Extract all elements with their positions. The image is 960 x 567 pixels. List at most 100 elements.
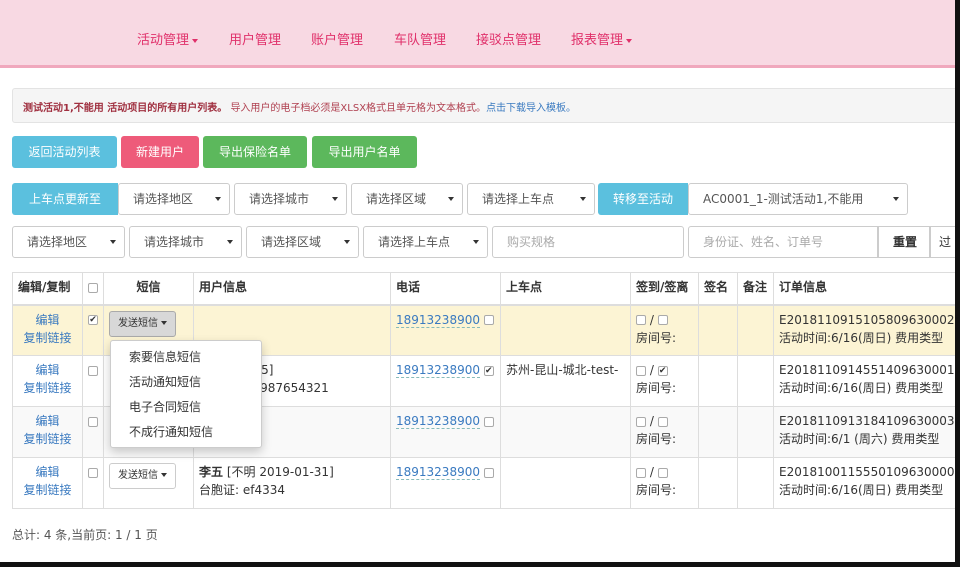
user-name: 李五 xyxy=(199,465,224,479)
sign-out-checkbox[interactable] xyxy=(657,416,668,427)
remark-cell xyxy=(737,304,774,356)
row-checkbox[interactable] xyxy=(88,365,98,376)
update-stop-button[interactable]: 上车点更新至 xyxy=(12,183,118,215)
users-table: 编辑/复制 短信 用户信息 电话 上车点 签到/签离 签名 备注 订单信息 编辑… xyxy=(12,272,955,509)
room-label: 房间号: xyxy=(636,483,677,497)
phone-link[interactable]: 18913238900 xyxy=(396,414,480,429)
nav-stops[interactable]: 接驳点管理 xyxy=(476,33,542,48)
phone-checkbox[interactable] xyxy=(483,315,494,325)
stop-cell: 苏州-昆山-城北-test- xyxy=(500,355,631,407)
phone-checkbox[interactable]: ✔ xyxy=(483,365,494,376)
sms-dropdown-menu: 索要信息短信 活动通知短信 电子合同短信 不成行通知短信 xyxy=(110,340,262,448)
nav-users[interactable]: 用户管理 xyxy=(229,33,282,48)
copy-link[interactable]: 复制链接 xyxy=(23,330,72,345)
signature-cell xyxy=(698,457,738,509)
sign-cell: / 房间号: xyxy=(630,457,699,509)
caret-down-icon xyxy=(227,240,233,244)
filter-area-select[interactable]: 请选择区域 xyxy=(246,226,359,258)
row-checkbox[interactable] xyxy=(88,416,98,427)
col-phone: 电话 xyxy=(390,272,501,306)
col-signature: 签名 xyxy=(698,272,738,306)
spec-input[interactable]: 购买规格 xyxy=(492,226,684,258)
reset-button[interactable]: 重置 xyxy=(878,226,930,258)
filter-more-button[interactable]: 过 xyxy=(930,226,955,258)
order-time: 活动时间:6/1 (周六) 费用类型 xyxy=(779,432,940,446)
area-select[interactable]: 请选择区域 xyxy=(351,183,463,215)
order-cell: E20181109151058096300025 活动时间:6/16(周日) 费用… xyxy=(773,304,955,356)
phone-link[interactable]: 18913238900 xyxy=(396,312,480,328)
col-select-all[interactable] xyxy=(82,272,104,306)
menu-item-contract-sms[interactable]: 电子合同短信 xyxy=(129,400,202,414)
phone-cell: 18913238900 xyxy=(390,406,501,458)
nav-accounts[interactable]: 账户管理 xyxy=(311,33,364,48)
room-label: 房间号: xyxy=(636,330,677,345)
sign-out-checkbox[interactable] xyxy=(657,315,668,325)
sign-in-checkbox[interactable] xyxy=(636,467,646,478)
filter-region-select[interactable]: 请选择地区 xyxy=(12,226,125,258)
menu-item-activity-notice-sms[interactable]: 活动通知短信 xyxy=(129,375,202,389)
edit-link[interactable]: 编辑 xyxy=(35,312,60,327)
select-cell xyxy=(82,355,104,407)
sign-in-checkbox[interactable] xyxy=(636,416,646,427)
sign-in-checkbox[interactable] xyxy=(636,365,646,376)
export-users-button[interactable]: 导出用户名单 xyxy=(312,136,417,168)
row-checkbox[interactable]: ✔ xyxy=(88,315,98,325)
nav-activity[interactable]: 活动管理 xyxy=(137,29,199,48)
export-insurance-button[interactable]: 导出保险名单 xyxy=(203,136,307,168)
menu-item-cancel-notice-sms[interactable]: 不成行通知短信 xyxy=(129,425,214,439)
edit-link[interactable]: 编辑 xyxy=(35,414,60,428)
table-row: 编辑复制链接 发送短信 李五 [不明 2019-01-31] 台胞证: ef433… xyxy=(12,457,955,509)
edit-link[interactable]: 编辑 xyxy=(35,363,60,377)
send-sms-button[interactable]: 发送短信 xyxy=(109,310,176,337)
user-info-cell: 李五 [不明 2019-01-31] 台胞证: ef4334 xyxy=(193,457,391,509)
copy-link[interactable]: 复制链接 xyxy=(23,483,72,497)
phone-link[interactable]: 18913238900 xyxy=(396,465,480,480)
activity-select[interactable]: AC0001_1-测试活动1,不能用 xyxy=(688,183,908,215)
back-to-activities-button[interactable]: 返回活动列表 xyxy=(12,136,117,168)
order-time: 活动时间:6/16(周日) 费用类型 xyxy=(779,483,944,497)
send-sms-button[interactable]: 发送短信 xyxy=(109,463,176,489)
top-nav: 活动管理 用户管理 账户管理 车队管理 接驳点管理 报表管理 xyxy=(0,0,955,68)
phone-checkbox[interactable] xyxy=(483,467,494,478)
menu-item-info-request-sms[interactable]: 索要信息短信 xyxy=(129,350,202,364)
col-user-info: 用户信息 xyxy=(193,272,391,306)
sign-in-checkbox[interactable] xyxy=(636,315,646,325)
caret-down-icon xyxy=(893,197,899,201)
nav-fleet[interactable]: 车队管理 xyxy=(394,33,447,48)
phone-cell: 18913238900 xyxy=(390,457,501,509)
edit-link[interactable]: 编辑 xyxy=(35,465,60,479)
edit-cell: 编辑 复制链接 xyxy=(12,406,83,458)
phone-checkbox[interactable] xyxy=(483,416,494,427)
region-select[interactable]: 请选择地区 xyxy=(118,183,230,215)
col-sms: 短信 xyxy=(103,272,194,306)
filter-stop-select[interactable]: 请选择上车点 xyxy=(363,226,488,258)
sign-cell: / 房间号: xyxy=(630,304,699,356)
select-cell: ✔ xyxy=(82,304,104,356)
select-all-checkbox[interactable] xyxy=(88,282,98,293)
sign-out-checkbox[interactable] xyxy=(657,467,668,478)
room-label: 房间号: xyxy=(636,432,677,446)
phone-link[interactable]: 18913238900 xyxy=(396,363,480,378)
sign-out-checkbox[interactable]: ✔ xyxy=(657,365,668,376)
table-header: 编辑/复制 短信 用户信息 电话 上车点 签到/签离 签名 备注 订单信息 xyxy=(12,272,955,306)
caret-down-icon xyxy=(215,197,221,201)
order-cell: E20181109145514096300019 活动时间:6/16(周日) 费用… xyxy=(773,355,955,407)
remark-cell xyxy=(737,355,774,407)
caret-down-icon xyxy=(192,38,199,43)
nav-reports[interactable]: 报表管理 xyxy=(571,29,633,48)
new-user-button[interactable]: 新建用户 xyxy=(121,136,199,168)
stop-select[interactable]: 请选择上车点 xyxy=(467,183,595,215)
row-checkbox[interactable] xyxy=(88,467,98,478)
caret-down-icon xyxy=(161,473,167,477)
city-select[interactable]: 请选择城市 xyxy=(234,183,347,215)
download-template-link[interactable]: 点击下载导入模板。 xyxy=(486,103,577,114)
search-input[interactable]: 身份证、姓名、订单号 xyxy=(688,226,878,258)
copy-link[interactable]: 复制链接 xyxy=(23,381,72,395)
caret-down-icon xyxy=(626,38,633,43)
filter-city-select[interactable]: 请选择城市 xyxy=(129,226,242,258)
copy-link[interactable]: 复制链接 xyxy=(23,432,72,446)
order-cell: E20181109131841096300031 活动时间:6/1 (周六) 费用… xyxy=(773,406,955,458)
move-to-activity-button[interactable]: 转移至活动 xyxy=(598,183,688,215)
sms-cell: 发送短信 xyxy=(103,457,194,509)
